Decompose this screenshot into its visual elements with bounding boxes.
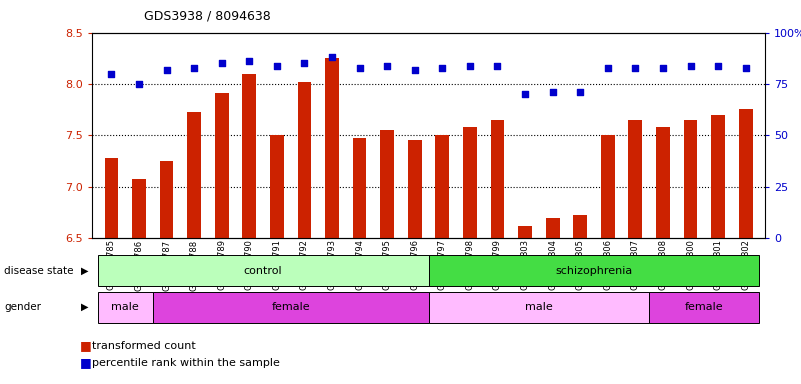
Bar bbox=[98, 255, 429, 286]
Text: transformed count: transformed count bbox=[92, 341, 196, 351]
Bar bbox=[352, 139, 367, 238]
Point bbox=[546, 89, 559, 95]
Point bbox=[436, 65, 449, 71]
Bar bbox=[159, 161, 174, 238]
Bar bbox=[153, 292, 429, 323]
Point bbox=[491, 63, 504, 69]
Text: GDS3938 / 8094638: GDS3938 / 8094638 bbox=[144, 10, 271, 23]
Point bbox=[409, 66, 421, 73]
Bar bbox=[518, 226, 532, 238]
Point bbox=[326, 54, 339, 60]
Text: ▶: ▶ bbox=[81, 302, 88, 312]
Point bbox=[105, 71, 118, 77]
Point bbox=[187, 65, 200, 71]
Bar bbox=[243, 74, 256, 238]
Bar bbox=[649, 292, 759, 323]
Bar bbox=[601, 135, 614, 238]
Bar bbox=[215, 93, 228, 238]
Bar bbox=[270, 135, 284, 238]
Text: disease state: disease state bbox=[4, 266, 74, 276]
Text: control: control bbox=[244, 266, 283, 276]
Bar bbox=[739, 109, 753, 238]
Bar bbox=[545, 217, 560, 238]
Point bbox=[243, 58, 256, 65]
Bar bbox=[104, 158, 119, 238]
Bar bbox=[629, 120, 642, 238]
Point bbox=[629, 65, 642, 71]
Point bbox=[657, 65, 670, 71]
Point bbox=[518, 91, 531, 98]
Point bbox=[215, 60, 228, 66]
Point bbox=[380, 63, 393, 69]
Bar bbox=[683, 120, 698, 238]
Point bbox=[739, 65, 752, 71]
Bar bbox=[297, 82, 312, 238]
Text: percentile rank within the sample: percentile rank within the sample bbox=[92, 358, 280, 368]
Point bbox=[271, 63, 284, 69]
Text: female: female bbox=[272, 302, 310, 312]
Point bbox=[602, 65, 614, 71]
Text: male: male bbox=[111, 302, 139, 312]
Point bbox=[133, 81, 146, 87]
Bar bbox=[574, 215, 587, 238]
Text: gender: gender bbox=[4, 302, 41, 312]
Point bbox=[711, 63, 724, 69]
Bar bbox=[711, 115, 725, 238]
Point bbox=[684, 63, 697, 69]
Point bbox=[464, 63, 477, 69]
Text: ▶: ▶ bbox=[81, 266, 88, 276]
Bar bbox=[380, 130, 394, 238]
Text: ■: ■ bbox=[80, 356, 92, 369]
Bar bbox=[656, 127, 670, 238]
Point bbox=[353, 65, 366, 71]
Text: ■: ■ bbox=[80, 339, 92, 352]
Point bbox=[298, 60, 311, 66]
Bar bbox=[325, 58, 339, 238]
Bar bbox=[436, 135, 449, 238]
Text: female: female bbox=[685, 302, 723, 312]
Bar bbox=[408, 141, 421, 238]
Bar bbox=[490, 120, 505, 238]
Text: schizophrenia: schizophrenia bbox=[555, 266, 633, 276]
Point bbox=[574, 89, 586, 95]
Bar bbox=[187, 112, 201, 238]
Bar bbox=[429, 292, 649, 323]
Bar bbox=[463, 127, 477, 238]
Bar bbox=[429, 255, 759, 286]
Point bbox=[160, 66, 173, 73]
Text: male: male bbox=[525, 302, 553, 312]
Bar bbox=[98, 292, 153, 323]
Bar bbox=[132, 179, 146, 238]
